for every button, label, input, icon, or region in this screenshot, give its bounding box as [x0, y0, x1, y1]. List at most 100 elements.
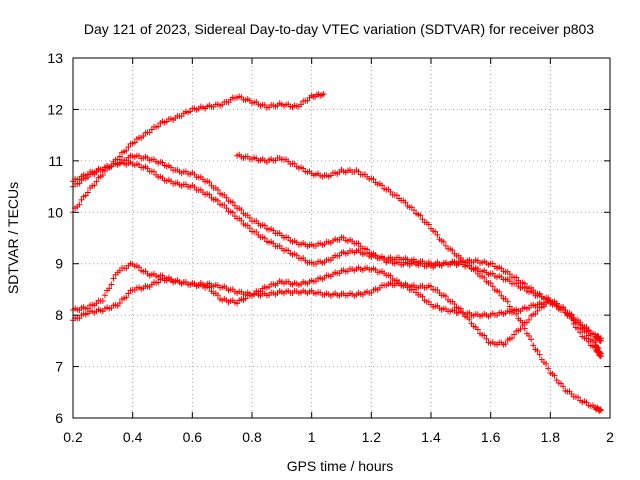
- data-point: [530, 342, 537, 349]
- y-tick-label: 13: [47, 50, 63, 66]
- data-point: [553, 300, 560, 307]
- data-point: [402, 199, 409, 206]
- data-point: [320, 91, 327, 97]
- data-point: [464, 259, 471, 266]
- data-point: [378, 182, 385, 189]
- data-point: [110, 275, 117, 282]
- data-point: [451, 300, 458, 307]
- x-tick-label: 1.2: [362, 429, 382, 445]
- data-point: [513, 310, 520, 317]
- data-point: [206, 284, 213, 291]
- data-point: [481, 332, 488, 339]
- data-point: [597, 406, 604, 413]
- x-tick-label: 2: [606, 429, 614, 445]
- data-point: [560, 383, 567, 390]
- series-series-1: [70, 91, 327, 216]
- y-tick-label: 9: [55, 256, 63, 272]
- data-point: [78, 196, 85, 203]
- axis-ticks: [72, 57, 611, 419]
- data-point: [521, 325, 528, 332]
- data-point: [583, 335, 590, 342]
- data-point: [298, 101, 305, 108]
- data-point: [592, 339, 599, 346]
- data-point: [125, 143, 132, 150]
- data-point: [472, 267, 479, 274]
- data-point: [440, 238, 447, 245]
- data-point: [504, 298, 511, 305]
- data-point: [457, 305, 464, 312]
- data-point: [300, 165, 307, 172]
- data-point: [428, 283, 434, 290]
- data-point: [419, 216, 426, 223]
- data-point: [517, 326, 524, 333]
- data-point: [466, 316, 473, 323]
- data-point: [419, 293, 426, 300]
- data-point: [396, 279, 403, 286]
- data-point: [417, 212, 424, 219]
- data-point: [140, 133, 147, 140]
- y-tick-label: 11: [48, 153, 63, 169]
- data-point: [528, 336, 535, 343]
- data-point: [595, 349, 602, 356]
- data-point: [575, 394, 582, 401]
- data-point: [562, 307, 569, 314]
- series-series-2: [70, 152, 605, 342]
- data-point: [123, 294, 130, 301]
- data-point: [304, 97, 311, 104]
- data-point: [568, 315, 575, 322]
- data-point: [116, 153, 123, 160]
- data-point: [575, 325, 582, 332]
- data-point: [594, 334, 601, 341]
- data-point: [253, 228, 260, 235]
- x-tick-labels: 0.2 0.4 0.6 0.8 1 1.2 1.4 1.6 1.8 2: [63, 429, 614, 445]
- data-point: [229, 199, 236, 206]
- data-point: [229, 209, 236, 216]
- data-point: [93, 178, 100, 185]
- data-point: [483, 335, 490, 342]
- data-point: [246, 225, 253, 232]
- x-tick-label: 1: [308, 429, 316, 445]
- data-point: [598, 407, 605, 414]
- data-point: [536, 351, 543, 358]
- y-tick-label: 7: [55, 359, 63, 375]
- data-point: [459, 309, 466, 316]
- data-point: [489, 283, 496, 290]
- data-point: [434, 286, 441, 293]
- data-point: [526, 316, 533, 323]
- data-point: [393, 192, 400, 199]
- data-point: [496, 288, 503, 295]
- data-point: [125, 290, 132, 297]
- data-point: [123, 147, 130, 154]
- data-point: [76, 180, 83, 187]
- chart-title: Day 121 of 2023, Sidereal Day-to-day VTE…: [84, 21, 594, 37]
- data-point: [508, 335, 515, 342]
- data-point: [513, 274, 520, 281]
- data-point: [540, 303, 547, 310]
- data-point: [116, 300, 123, 307]
- x-tick-label: 1.6: [481, 429, 501, 445]
- series-series-6: [234, 151, 605, 414]
- data-point: [511, 307, 518, 314]
- data-point: [106, 285, 113, 292]
- data-point: [598, 353, 605, 360]
- x-tick-label: 1.8: [541, 429, 561, 445]
- data-point: [261, 235, 268, 242]
- data-point: [432, 228, 439, 235]
- data-point: [223, 194, 230, 201]
- data-point: [526, 332, 533, 339]
- data-point: [238, 206, 245, 213]
- data-point: [487, 280, 494, 287]
- data-point: [585, 338, 592, 345]
- data-point: [101, 292, 108, 299]
- data-point: [534, 347, 541, 354]
- series-series-5: [70, 264, 605, 360]
- grid: [73, 58, 610, 418]
- data-point: [583, 399, 590, 406]
- data-point: [474, 326, 481, 333]
- data-point: [570, 320, 577, 327]
- data-point: [425, 221, 432, 228]
- data-point: [214, 197, 221, 204]
- data-point: [368, 289, 375, 296]
- data-point: [481, 274, 488, 281]
- data-point: [99, 297, 106, 304]
